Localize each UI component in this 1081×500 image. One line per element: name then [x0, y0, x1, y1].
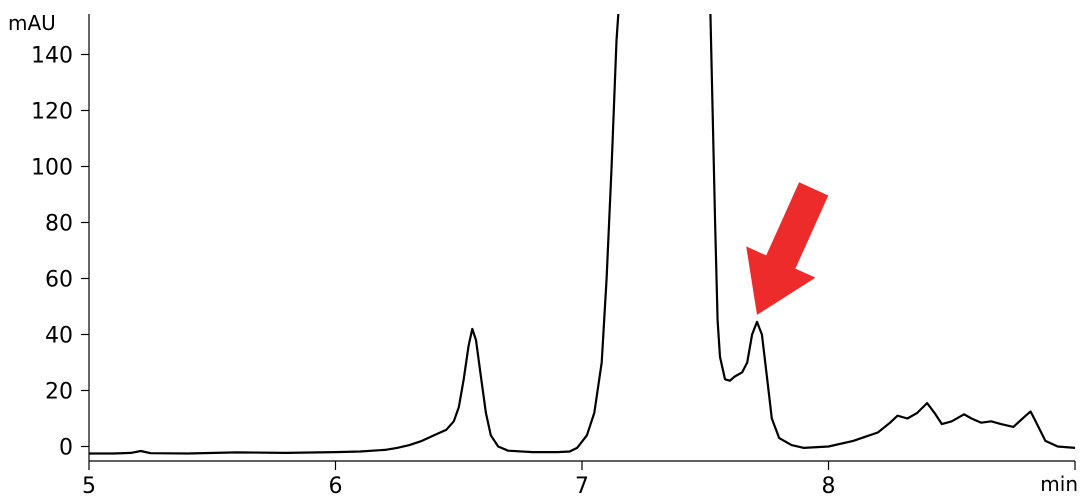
annotation-layer	[746, 182, 829, 315]
y-tick-label: 0	[59, 436, 73, 461]
series-layer	[89, 14, 1076, 455]
peak-arrow-icon	[746, 182, 829, 315]
y-tick-label: 120	[31, 100, 73, 125]
x-axis-unit-label: min	[1040, 472, 1078, 496]
y-axis-ticks: 0 20 40 60 80 100 120 140	[31, 44, 89, 461]
y-tick-label: 60	[45, 268, 73, 293]
y-tick-label: 100	[31, 156, 73, 181]
y-tick-label: 20	[45, 380, 73, 405]
x-tick-label: 7	[575, 474, 589, 499]
y-tick-label: 40	[45, 324, 73, 349]
x-tick-label: 8	[822, 474, 836, 499]
x-tick-label: 6	[329, 474, 343, 499]
series-line-1	[89, 14, 1076, 455]
y-tick-label: 80	[45, 212, 73, 237]
x-axis-ticks: 5 6 7 8	[82, 461, 1076, 499]
y-tick-label: 140	[31, 44, 73, 69]
y-axis-unit-label: mAU	[8, 11, 56, 35]
axes	[88, 14, 1075, 462]
x-tick-label: 5	[82, 474, 96, 499]
